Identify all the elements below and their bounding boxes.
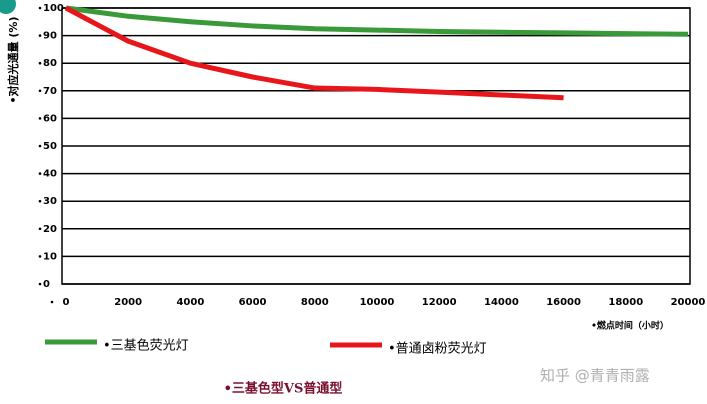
- x-tick-label: 6000: [239, 297, 267, 308]
- x-tick-label: 20000: [671, 297, 706, 308]
- x-tick-label: 12000: [422, 297, 457, 308]
- tick-bullet: [38, 172, 42, 175]
- y-tick-label: 80: [43, 58, 57, 69]
- legend-label: •普通卤粉荧光灯: [388, 341, 487, 357]
- tick-bullet: [50, 300, 54, 304]
- y-tick-label: 0: [43, 279, 50, 290]
- legend-label: •三基色荧光灯: [103, 338, 189, 354]
- x-tick-label: 8000: [301, 297, 329, 308]
- tick-bullet: [38, 144, 42, 148]
- y-tick-label: 30: [43, 196, 57, 207]
- corner-logo: [0, 0, 16, 14]
- line-series: [64, 5, 564, 101]
- tick-bullet: [38, 255, 42, 258]
- y-axis-label: •对应光通量 (%): [6, 17, 20, 104]
- tick-bullet: [38, 89, 42, 93]
- watermark: 知乎 @青青雨露: [540, 367, 650, 385]
- y-tick-label: 50: [43, 141, 57, 152]
- y-tick-label: 10: [43, 251, 57, 262]
- x-tick-label: 0: [63, 297, 70, 308]
- y-tick-label: 60: [43, 113, 57, 124]
- tick-bullet: [38, 117, 42, 120]
- x-tick-label: 14000: [484, 297, 519, 308]
- x-tick-label: 2000: [114, 297, 142, 308]
- x-tick-label: 10000: [360, 297, 395, 308]
- y-tick-label: 100: [43, 3, 64, 14]
- x-tick-label: 4000: [176, 297, 204, 308]
- tick-bullet: [38, 282, 42, 286]
- y-tick-label: 90: [43, 31, 57, 42]
- y-tick-label: 40: [43, 169, 57, 180]
- y-tick-label: 70: [43, 86, 57, 97]
- tick-bullet: [38, 199, 42, 203]
- tick-bullet: [38, 227, 42, 231]
- chart-title: •三基色型VS普通型: [224, 381, 343, 397]
- y-tick-label: 20: [43, 224, 57, 235]
- x-tick-label: 18000: [608, 297, 643, 308]
- line-series: [65, 5, 689, 37]
- tick-bullet: [38, 6, 42, 10]
- x-axis-label: •燃点时间（小时）: [591, 320, 669, 332]
- x-tick-label: 16000: [546, 297, 581, 308]
- tick-bullet: [38, 61, 42, 65]
- tick-bullet: [38, 34, 42, 37]
